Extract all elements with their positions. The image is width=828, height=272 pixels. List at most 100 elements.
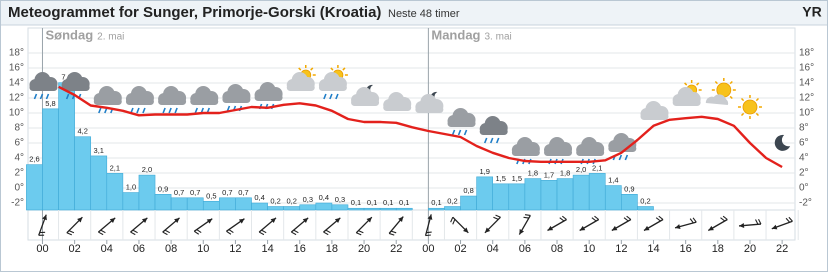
precipitation-label: 1,5 [512,174,522,183]
wind-head [611,225,618,231]
sun-ray [740,112,745,117]
wind-barb [196,229,202,233]
precipitation-bar [315,202,333,211]
x-tick-label: 10 [197,243,209,255]
precipitation-bar [444,206,461,211]
precipitation-bar [106,173,124,211]
wind-barb [722,215,728,220]
wind-head [463,227,469,233]
precipitation-bar [299,204,317,211]
logo[interactable]: YR [802,4,821,20]
cloud-base [351,99,380,106]
precipitation-bar [508,183,526,211]
sun-ray [330,67,334,71]
wind-arrow [518,214,531,235]
wind-head [771,224,778,230]
wind-arrow [450,216,469,234]
rain-drop [495,137,500,144]
wind-arrow [38,214,47,236]
cloud-base [93,98,122,105]
x-tick-label: 14 [261,243,273,255]
weather-symbol [415,91,444,113]
precipitation-label: 0,4 [319,193,329,202]
wind-barb [261,229,267,234]
precipitation-label: 0,8 [463,186,473,195]
wind-barb [495,214,501,218]
precipitation-label: 0,7 [222,188,232,197]
weather-symbol [672,80,702,106]
rain-drop [33,93,38,100]
wind-head [579,225,586,231]
wind-arrow [193,218,213,235]
cloud-base [318,84,347,91]
precipitation-label: 2,6 [29,155,39,164]
x-tick-label: 20 [744,243,756,255]
precipitation-label: 0,7 [238,188,248,197]
x-tick-label: 00 [36,243,48,255]
precipitation-bar [476,176,494,211]
precipitation-label: 2,1 [592,163,602,172]
wind-arrow [547,215,567,232]
precipitation-bar [347,207,365,211]
y2-tick-label: 6° [799,138,809,149]
x-tick-label: 18 [712,243,724,255]
rain-drop [136,107,140,114]
weather-symbol [318,65,348,100]
y2-tick-label: 10° [799,108,814,119]
precipitation-label: 0,3 [303,195,313,204]
y-tick-label: 2° [14,168,24,179]
wind-head [708,225,714,231]
precipitation-bar [363,207,381,211]
wind-barb [493,216,499,220]
precipitation-bar [42,108,59,211]
day-name: Søndag [45,27,93,42]
precipitation-label: 0,4 [254,193,264,202]
precipitation-bar [219,197,236,211]
x-tick-label: 16 [680,243,692,255]
weather-symbol [222,84,251,112]
weather-symbol [737,95,762,119]
rain-drop [174,107,178,114]
precipitation-label: 0,3 [335,195,345,204]
wind-arrow [388,216,404,236]
wind-arrow [674,217,697,229]
x-tick-label: 04 [487,243,499,255]
sun-ray [755,97,759,102]
day-date: 2. mai [97,32,124,43]
rain-drop [323,93,327,100]
precipitation-bar [186,197,204,211]
wind-arrow [611,215,632,232]
wind-head [519,228,525,235]
sun-ray [342,67,346,71]
cloud-base [415,106,444,113]
cloud-base [190,98,219,105]
precipitation-bar [138,174,156,211]
precipitation-bar [331,204,349,211]
wind-barb [323,231,329,236]
precipitation-label: 0,2 [270,196,280,205]
x-tick-label: 02 [69,243,81,255]
wind-arrow [484,214,501,234]
wind-arrow [66,216,83,236]
precipitation-bar [540,180,558,211]
rain-drop [457,129,462,136]
wind-barb [390,230,397,234]
weather-symbol [286,65,316,91]
wind-head [174,217,180,224]
rain-drop [194,107,199,114]
y2-tick-label: 18° [799,48,814,59]
x-tick-label: 06 [519,243,531,255]
precipitation-label: 0,1 [431,198,441,207]
precipitation-bar [395,207,413,211]
wind-arrow [579,215,600,232]
cloud-base [286,84,315,91]
x-tick-label: 14 [647,243,659,255]
precipitation-bar [524,178,542,211]
wind-head [270,217,277,224]
cloud-base [61,84,90,91]
weather-symbol [640,101,669,120]
rain-drop [226,105,231,112]
cloud-base [511,149,540,156]
rain-drop [451,129,456,136]
